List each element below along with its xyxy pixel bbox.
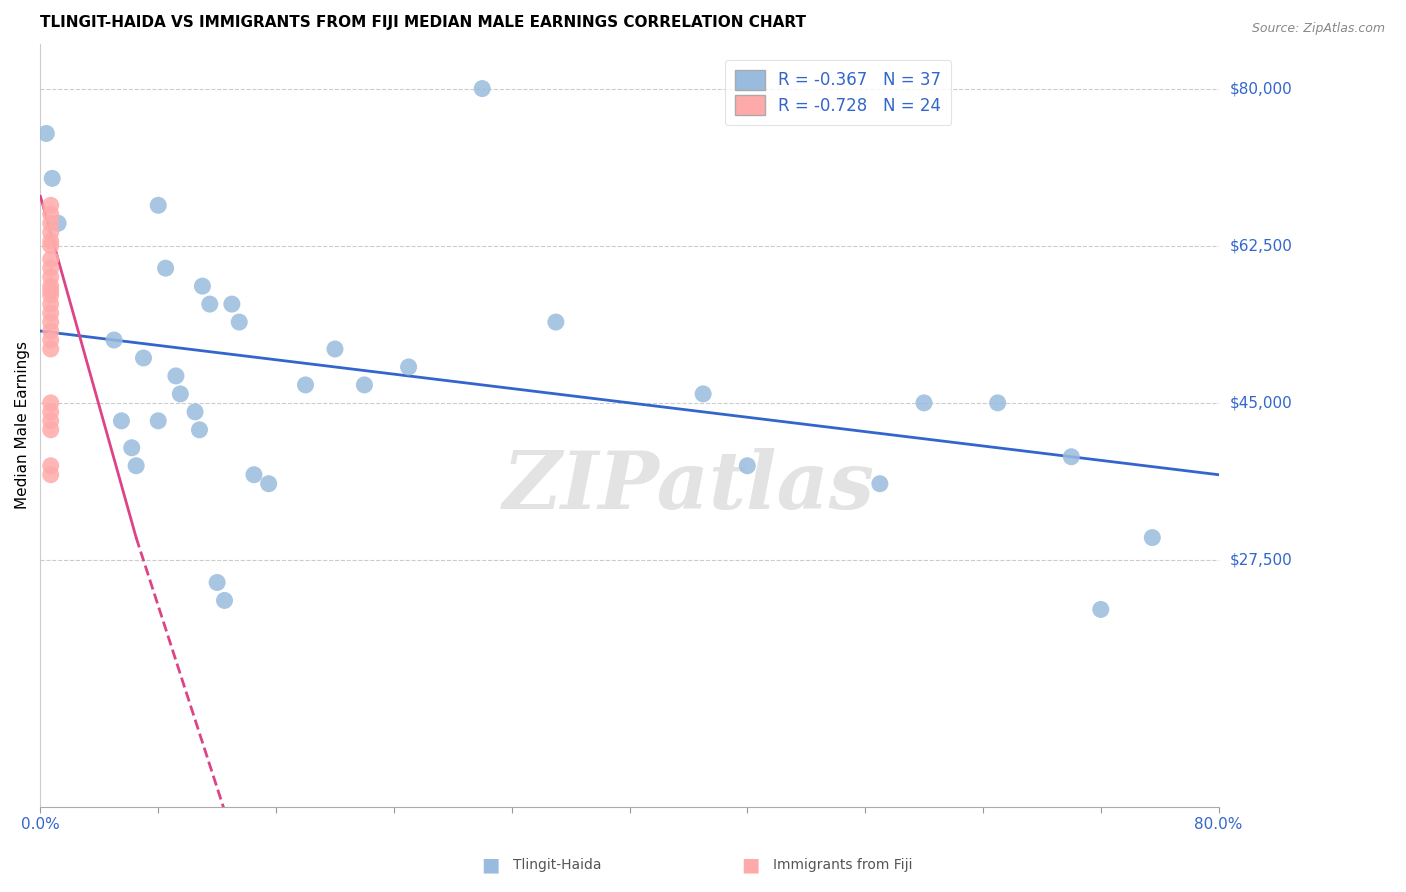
Text: $62,500: $62,500 — [1230, 238, 1292, 253]
Text: ■: ■ — [481, 855, 499, 875]
Text: $80,000: $80,000 — [1230, 81, 1292, 96]
Point — [39, 324, 62, 338]
Point — [165, 368, 187, 383]
Legend: R = -0.367   N = 37, R = -0.728   N = 24: R = -0.367 N = 37, R = -0.728 N = 24 — [724, 60, 950, 125]
Point — [221, 297, 243, 311]
Text: Tlingit-Haida: Tlingit-Haida — [513, 858, 602, 872]
Point — [39, 297, 62, 311]
Point — [125, 458, 148, 473]
Point — [39, 467, 62, 482]
Point — [39, 198, 62, 212]
Point — [132, 351, 155, 365]
Text: ZIPatlas: ZIPatlas — [502, 448, 875, 525]
Text: $27,500: $27,500 — [1230, 552, 1292, 567]
Point — [869, 476, 891, 491]
Point — [39, 216, 62, 230]
Text: TLINGIT-HAIDA VS IMMIGRANTS FROM FIJI MEDIAN MALE EARNINGS CORRELATION CHART: TLINGIT-HAIDA VS IMMIGRANTS FROM FIJI ME… — [41, 15, 807, 30]
Point — [987, 396, 1010, 410]
Point — [544, 315, 567, 329]
Point — [184, 405, 207, 419]
Text: Source: ZipAtlas.com: Source: ZipAtlas.com — [1251, 22, 1385, 36]
Point — [39, 306, 62, 320]
Text: ■: ■ — [741, 855, 759, 875]
Point — [737, 458, 759, 473]
Point — [1142, 531, 1164, 545]
Text: Immigrants from Fiji: Immigrants from Fiji — [773, 858, 912, 872]
Text: $45,000: $45,000 — [1230, 395, 1292, 410]
Point — [148, 198, 170, 212]
Point — [148, 414, 170, 428]
Point — [39, 414, 62, 428]
Point — [257, 476, 280, 491]
Point — [1090, 602, 1112, 616]
Point — [39, 288, 62, 302]
Point — [39, 333, 62, 347]
Point — [39, 279, 62, 293]
Point — [39, 207, 62, 221]
Point — [191, 279, 214, 293]
Point — [39, 284, 62, 298]
Point — [121, 441, 143, 455]
Point — [39, 342, 62, 356]
Point — [155, 261, 177, 276]
Point — [39, 405, 62, 419]
Point — [39, 261, 62, 276]
Point — [353, 378, 375, 392]
Point — [1060, 450, 1083, 464]
Point — [692, 387, 714, 401]
Point — [39, 458, 62, 473]
Point — [912, 396, 935, 410]
Point — [35, 127, 58, 141]
Point — [198, 297, 221, 311]
Point — [39, 396, 62, 410]
Point — [39, 270, 62, 285]
Point — [243, 467, 266, 482]
Point — [214, 593, 236, 607]
Point — [103, 333, 125, 347]
Point — [39, 238, 62, 252]
Point — [471, 81, 494, 95]
Point — [188, 423, 211, 437]
Point — [169, 387, 191, 401]
Point — [228, 315, 250, 329]
Y-axis label: Median Male Earnings: Median Male Earnings — [15, 342, 30, 509]
Point — [39, 252, 62, 267]
Point — [39, 315, 62, 329]
Point — [323, 342, 346, 356]
Point — [294, 378, 316, 392]
Point — [205, 575, 228, 590]
Point — [39, 225, 62, 239]
Point — [110, 414, 132, 428]
Point — [46, 216, 69, 230]
Point — [39, 234, 62, 248]
Point — [41, 171, 63, 186]
Point — [398, 359, 420, 374]
Point — [39, 423, 62, 437]
